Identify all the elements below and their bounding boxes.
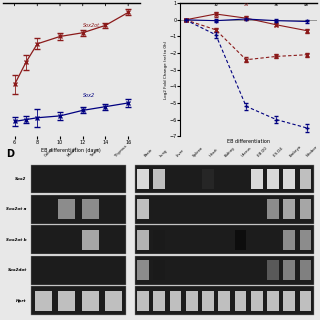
FancyBboxPatch shape bbox=[137, 260, 149, 280]
FancyBboxPatch shape bbox=[300, 260, 311, 280]
Text: Sox2ot b: Sox2ot b bbox=[6, 238, 27, 242]
FancyBboxPatch shape bbox=[31, 286, 125, 315]
FancyBboxPatch shape bbox=[137, 291, 149, 311]
FancyBboxPatch shape bbox=[137, 169, 149, 189]
FancyBboxPatch shape bbox=[251, 169, 263, 189]
FancyBboxPatch shape bbox=[235, 230, 246, 250]
FancyBboxPatch shape bbox=[202, 169, 214, 189]
FancyBboxPatch shape bbox=[284, 230, 295, 250]
FancyBboxPatch shape bbox=[35, 291, 52, 311]
FancyBboxPatch shape bbox=[300, 291, 311, 311]
Text: Colon: Colon bbox=[43, 147, 54, 158]
Text: 24: 24 bbox=[244, 3, 249, 7]
FancyBboxPatch shape bbox=[153, 260, 165, 280]
FancyBboxPatch shape bbox=[153, 169, 165, 189]
Text: EB D0: EB D0 bbox=[257, 147, 268, 158]
Text: 48: 48 bbox=[304, 3, 309, 7]
FancyBboxPatch shape bbox=[137, 230, 149, 250]
Text: Sox2: Sox2 bbox=[15, 177, 27, 181]
Text: Sox2ot a: Sox2ot a bbox=[6, 207, 27, 212]
Text: Sox2: Sox2 bbox=[83, 93, 95, 99]
FancyBboxPatch shape bbox=[202, 291, 214, 311]
FancyBboxPatch shape bbox=[135, 256, 314, 284]
FancyBboxPatch shape bbox=[284, 199, 295, 220]
FancyBboxPatch shape bbox=[300, 199, 311, 220]
Text: D: D bbox=[6, 149, 14, 159]
Text: Thymus: Thymus bbox=[114, 144, 128, 158]
FancyBboxPatch shape bbox=[105, 291, 122, 311]
FancyBboxPatch shape bbox=[153, 230, 165, 250]
FancyBboxPatch shape bbox=[170, 291, 181, 311]
FancyBboxPatch shape bbox=[31, 226, 125, 254]
FancyBboxPatch shape bbox=[135, 226, 314, 254]
Text: Brain: Brain bbox=[143, 148, 153, 158]
FancyBboxPatch shape bbox=[186, 291, 198, 311]
FancyBboxPatch shape bbox=[284, 291, 295, 311]
Text: Sox2ot: Sox2ot bbox=[83, 23, 100, 28]
FancyBboxPatch shape bbox=[267, 169, 279, 189]
Text: Heart: Heart bbox=[208, 147, 219, 158]
Text: Neobor: Neobor bbox=[306, 145, 318, 158]
Text: Lung: Lung bbox=[159, 148, 169, 158]
FancyBboxPatch shape bbox=[267, 199, 279, 220]
FancyBboxPatch shape bbox=[235, 291, 246, 311]
FancyBboxPatch shape bbox=[137, 199, 149, 220]
Text: 12: 12 bbox=[213, 3, 218, 7]
X-axis label: EB differentiation (days): EB differentiation (days) bbox=[42, 148, 101, 153]
Text: Spleen: Spleen bbox=[192, 145, 204, 158]
FancyBboxPatch shape bbox=[31, 256, 125, 284]
FancyBboxPatch shape bbox=[82, 230, 99, 250]
FancyBboxPatch shape bbox=[300, 230, 311, 250]
FancyBboxPatch shape bbox=[267, 260, 279, 280]
FancyBboxPatch shape bbox=[251, 291, 263, 311]
FancyBboxPatch shape bbox=[300, 169, 311, 189]
Text: Uterus: Uterus bbox=[241, 146, 252, 158]
Text: ES D4: ES D4 bbox=[273, 147, 284, 158]
FancyBboxPatch shape bbox=[135, 195, 314, 224]
FancyBboxPatch shape bbox=[267, 291, 279, 311]
Text: Sox2dot: Sox2dot bbox=[7, 268, 27, 272]
FancyBboxPatch shape bbox=[284, 260, 295, 280]
FancyBboxPatch shape bbox=[82, 199, 99, 220]
FancyBboxPatch shape bbox=[58, 199, 75, 220]
FancyBboxPatch shape bbox=[58, 291, 75, 311]
FancyBboxPatch shape bbox=[219, 291, 230, 311]
FancyBboxPatch shape bbox=[135, 286, 314, 315]
Text: Hprt: Hprt bbox=[16, 299, 27, 303]
FancyBboxPatch shape bbox=[153, 291, 165, 311]
X-axis label: EB differentiation: EB differentiation bbox=[227, 139, 270, 144]
Text: Testis: Testis bbox=[90, 147, 101, 158]
Text: Liver: Liver bbox=[176, 148, 185, 158]
FancyBboxPatch shape bbox=[135, 164, 314, 193]
Y-axis label: Log2 Fold Change (rel to 0h): Log2 Fold Change (rel to 0h) bbox=[164, 41, 168, 99]
FancyBboxPatch shape bbox=[284, 169, 295, 189]
FancyBboxPatch shape bbox=[31, 195, 125, 224]
Text: 36: 36 bbox=[274, 3, 279, 7]
Text: Embryo: Embryo bbox=[289, 144, 303, 158]
FancyBboxPatch shape bbox=[31, 164, 125, 193]
Text: Kidney: Kidney bbox=[224, 146, 236, 158]
FancyBboxPatch shape bbox=[82, 291, 99, 311]
Text: Muscle: Muscle bbox=[67, 145, 79, 158]
